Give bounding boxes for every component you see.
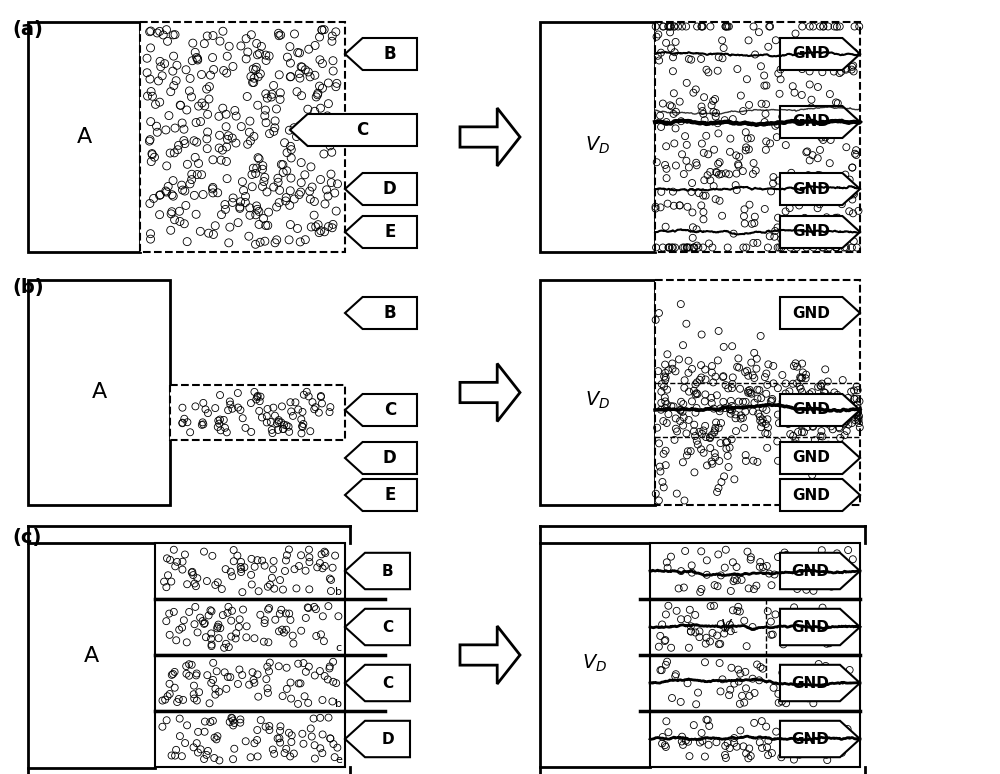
Polygon shape bbox=[345, 442, 417, 474]
Text: E: E bbox=[384, 223, 395, 241]
Text: GND: GND bbox=[791, 619, 829, 635]
Text: b: b bbox=[335, 699, 342, 709]
Bar bbox=[650, 599, 860, 655]
Bar bbox=[650, 543, 860, 599]
Text: GND: GND bbox=[792, 224, 830, 239]
Polygon shape bbox=[345, 394, 417, 426]
Polygon shape bbox=[460, 364, 520, 422]
Bar bbox=[655, 280, 860, 505]
Bar bbox=[28, 280, 170, 505]
Polygon shape bbox=[780, 553, 860, 589]
Text: B: B bbox=[383, 304, 396, 322]
Text: GND: GND bbox=[791, 563, 829, 578]
Text: c: c bbox=[336, 643, 342, 653]
Text: E: E bbox=[384, 486, 395, 504]
Text: D: D bbox=[383, 180, 397, 198]
Text: GND: GND bbox=[792, 450, 830, 465]
Bar bbox=[140, 22, 345, 252]
Bar bbox=[540, 543, 650, 767]
Polygon shape bbox=[345, 38, 417, 70]
Text: D: D bbox=[381, 731, 394, 746]
Polygon shape bbox=[345, 297, 417, 329]
Text: A: A bbox=[84, 646, 99, 666]
Bar bbox=[170, 385, 345, 440]
Polygon shape bbox=[345, 553, 410, 589]
Bar bbox=[540, 280, 655, 505]
Polygon shape bbox=[345, 479, 417, 511]
Bar bbox=[155, 655, 345, 711]
Text: B: B bbox=[382, 563, 393, 578]
Polygon shape bbox=[780, 38, 860, 70]
Text: D: D bbox=[383, 449, 397, 467]
Text: GND: GND bbox=[792, 115, 830, 129]
Text: GND: GND bbox=[792, 181, 830, 197]
Polygon shape bbox=[290, 114, 417, 146]
Text: B: B bbox=[383, 45, 396, 63]
Text: GND: GND bbox=[792, 306, 830, 320]
Text: GND: GND bbox=[792, 488, 830, 502]
Polygon shape bbox=[460, 108, 520, 166]
Text: A: A bbox=[76, 127, 92, 147]
Text: GND: GND bbox=[791, 731, 829, 746]
Polygon shape bbox=[780, 297, 860, 329]
Text: (a): (a) bbox=[12, 20, 43, 39]
Polygon shape bbox=[780, 173, 860, 205]
Bar bbox=[650, 711, 860, 767]
Text: b: b bbox=[335, 587, 342, 597]
Text: GND: GND bbox=[792, 402, 830, 417]
Text: $V_C$: $V_C$ bbox=[720, 618, 740, 636]
Bar bbox=[28, 22, 140, 252]
Polygon shape bbox=[460, 626, 520, 684]
Text: (c): (c) bbox=[12, 528, 41, 547]
Text: A: A bbox=[91, 382, 107, 402]
Text: C: C bbox=[382, 619, 393, 635]
Text: C: C bbox=[356, 121, 368, 139]
Bar bbox=[28, 543, 155, 768]
Polygon shape bbox=[780, 394, 860, 426]
Polygon shape bbox=[780, 721, 860, 757]
Text: $V_D$: $V_D$ bbox=[585, 135, 610, 156]
Polygon shape bbox=[345, 721, 410, 757]
Text: (b): (b) bbox=[12, 278, 44, 297]
Text: GND: GND bbox=[792, 46, 830, 61]
Bar bbox=[155, 711, 345, 767]
Polygon shape bbox=[780, 216, 860, 248]
Bar bbox=[155, 543, 345, 599]
Polygon shape bbox=[345, 609, 410, 646]
Bar bbox=[655, 22, 860, 252]
Bar bbox=[650, 655, 860, 711]
Polygon shape bbox=[345, 216, 417, 248]
Polygon shape bbox=[780, 665, 860, 701]
Text: $V_D$: $V_D$ bbox=[582, 652, 608, 673]
Polygon shape bbox=[780, 479, 860, 511]
Text: GND: GND bbox=[791, 676, 829, 690]
Bar bbox=[155, 599, 345, 655]
Text: C: C bbox=[382, 676, 393, 690]
Polygon shape bbox=[345, 665, 410, 701]
Polygon shape bbox=[780, 442, 860, 474]
Text: $V_D$: $V_D$ bbox=[585, 390, 610, 411]
Text: C: C bbox=[384, 401, 396, 419]
Polygon shape bbox=[345, 173, 417, 205]
Polygon shape bbox=[780, 609, 860, 646]
Text: e: e bbox=[335, 755, 342, 765]
Polygon shape bbox=[780, 106, 860, 138]
Bar bbox=[540, 22, 655, 252]
